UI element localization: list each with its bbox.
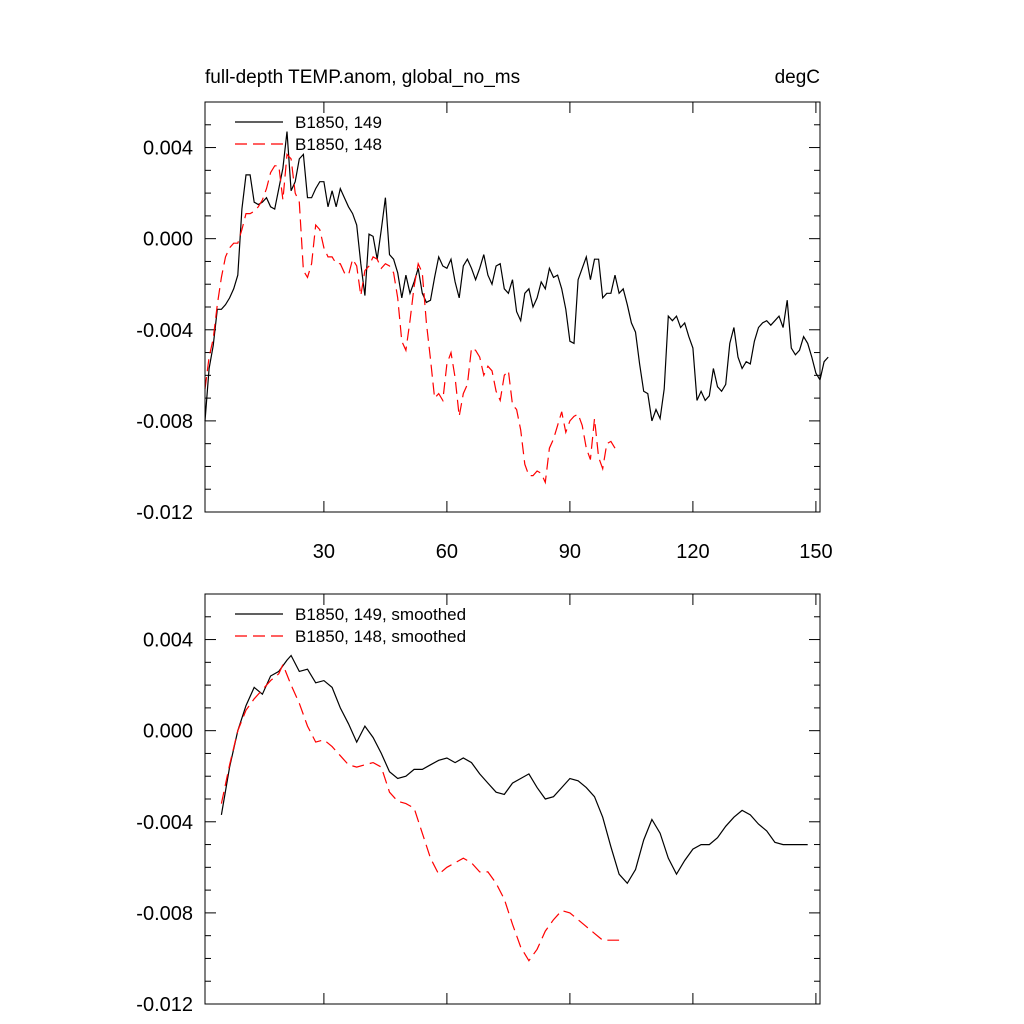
y-tick-label: -0.004 (136, 320, 193, 342)
x-tick-label: 150 (799, 541, 832, 563)
data-series (220, 654, 808, 962)
bottom-panel: 0.004 0.000 -0.004 -0.008 -0.012 B1850, … (136, 593, 821, 1016)
axis-ticks (205, 593, 820, 1005)
plot-frame (204, 593, 821, 1005)
chart-title: full-depth TEMP.anom, global_no_ms (205, 67, 520, 88)
legend: B1850, 149 B1850, 148 (235, 113, 382, 154)
axis-ticks (205, 101, 820, 513)
legend-label-148-smoothed: B1850, 148, smoothed (295, 627, 466, 646)
series-line-148-smoothed (220, 663, 620, 962)
x-tick-label: 30 (313, 541, 335, 563)
top-panel: full-depth TEMP.anom, global_no_ms degC … (136, 67, 832, 563)
y-axis-labels: 0.004 0.000 -0.004 -0.008 -0.012 (136, 138, 193, 524)
legend-label-149: B1850, 149 (295, 113, 382, 132)
y-tick-label: -0.012 (136, 502, 193, 524)
y-tick-label: -0.012 (136, 994, 193, 1016)
y-tick-label: 0.004 (143, 630, 193, 652)
y-tick-label: 0.000 (143, 721, 193, 743)
y-axis-labels: 0.004 0.000 -0.004 -0.008 -0.012 (136, 630, 193, 1016)
plot-frame (204, 101, 821, 513)
x-tick-label: 60 (436, 541, 458, 563)
y-tick-label: 0.004 (143, 138, 193, 160)
units-label: degC (775, 67, 820, 88)
y-tick-label: -0.008 (136, 411, 193, 433)
legend: B1850, 149, smoothed B1850, 148, smoothe… (235, 605, 466, 646)
series-line-148 (204, 152, 616, 485)
legend-label-149-smoothed: B1850, 149, smoothed (295, 605, 466, 624)
y-tick-label: 0.000 (143, 229, 193, 251)
x-tick-label: 90 (559, 541, 581, 563)
x-tick-label: 120 (676, 541, 709, 563)
x-axis-labels: 30 60 90 120 150 (313, 541, 833, 563)
y-tick-label: -0.008 (136, 903, 193, 925)
series-line-149-smoothed (220, 654, 808, 885)
series-line-149 (204, 131, 829, 422)
data-series (204, 131, 829, 485)
legend-label-148: B1850, 148 (295, 135, 382, 154)
y-tick-label: -0.004 (136, 812, 193, 834)
